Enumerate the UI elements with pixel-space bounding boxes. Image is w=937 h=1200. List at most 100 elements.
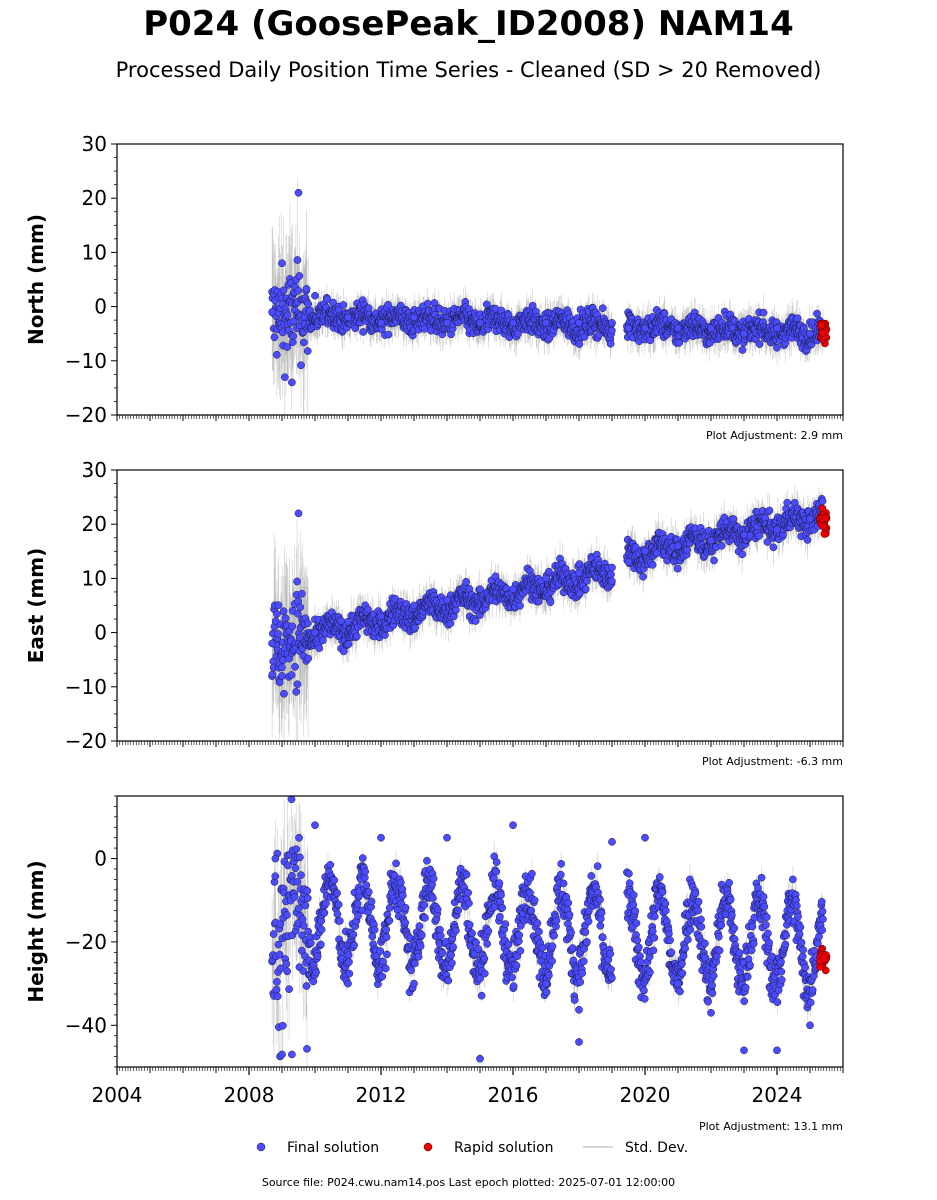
final-point <box>279 607 288 616</box>
final-point <box>624 324 633 333</box>
plot-adjustment: Plot Adjustment: 2.9 mm <box>706 429 843 442</box>
final-point <box>606 339 615 348</box>
final-points <box>268 495 827 698</box>
final-point <box>293 680 302 689</box>
final-point <box>542 319 550 327</box>
rapid-point <box>817 321 826 330</box>
final-point <box>471 617 480 625</box>
final-point <box>268 308 276 316</box>
final-point <box>275 678 284 687</box>
final-point <box>281 614 290 623</box>
final-point <box>323 295 331 304</box>
final-point <box>288 378 296 387</box>
final-point <box>738 346 747 354</box>
final-point <box>364 304 373 313</box>
y-tick-label: 20 <box>82 186 107 210</box>
final-point <box>294 286 303 295</box>
data-layer <box>268 484 831 741</box>
final-point <box>707 324 715 333</box>
final-point <box>293 256 302 264</box>
final-point <box>297 361 305 370</box>
final-point <box>280 689 288 698</box>
final-point <box>268 670 277 679</box>
final-point <box>289 332 297 340</box>
final-point <box>279 286 288 295</box>
final-points <box>268 188 827 387</box>
final-point <box>675 339 684 347</box>
final-point <box>303 619 312 628</box>
final-point <box>364 605 372 614</box>
final-point <box>299 338 308 347</box>
final-point <box>288 622 297 631</box>
final-point <box>287 671 296 679</box>
final-point <box>294 188 303 197</box>
final-point <box>302 285 311 293</box>
final-point <box>304 300 312 308</box>
final-point <box>303 347 312 355</box>
y-tick-label: −20 <box>65 403 107 427</box>
final-point <box>674 324 682 333</box>
final-point <box>462 577 470 586</box>
final-point <box>773 324 781 333</box>
final-point <box>329 298 337 307</box>
final-point <box>359 328 368 336</box>
final-point <box>446 619 455 628</box>
chart-title: P024 (GoosePeak_ID2008) NAM14 <box>143 4 794 44</box>
final-point <box>423 299 432 308</box>
final-point <box>295 272 304 280</box>
final-point <box>641 324 649 333</box>
final-point <box>297 589 306 598</box>
final-point <box>274 601 283 610</box>
final-point <box>344 640 353 648</box>
final-point <box>296 603 305 612</box>
data-layer <box>268 179 831 415</box>
final-point <box>304 654 312 663</box>
final-point <box>759 308 768 317</box>
final-point <box>339 647 348 656</box>
y-tick-label: 10 <box>82 240 107 264</box>
y-tick-label: −10 <box>65 349 107 373</box>
final-point <box>292 687 301 696</box>
y-axis-label: North (mm) <box>24 214 48 345</box>
final-point <box>352 632 361 641</box>
final-point <box>311 291 319 300</box>
final-point <box>575 340 584 348</box>
final-point <box>793 314 802 323</box>
rapid-point <box>818 329 827 337</box>
final-point <box>283 311 292 320</box>
final-point <box>384 330 393 339</box>
final-point <box>509 319 517 327</box>
final-point <box>740 329 748 338</box>
final-point <box>278 259 286 268</box>
final-point <box>280 373 289 381</box>
final-point <box>608 319 616 327</box>
final-point <box>476 319 484 327</box>
final-point <box>289 317 298 326</box>
chart-subtitle: Processed Daily Position Time Series - C… <box>115 58 822 82</box>
final-point <box>773 343 781 352</box>
final-point <box>278 663 286 672</box>
final-point <box>270 333 279 342</box>
final-point <box>315 644 324 653</box>
final-point <box>293 577 301 586</box>
final-point <box>660 309 669 318</box>
final-point <box>291 662 299 671</box>
panel-north: −20 −10 0 10 20 30 North (mm) Plot Adjustment: … <box>24 132 844 442</box>
final-point <box>411 623 419 632</box>
final-point <box>344 313 352 322</box>
final-point <box>755 340 764 348</box>
final-point <box>339 301 348 309</box>
final-point <box>410 313 418 322</box>
final-point <box>283 343 291 351</box>
final-point <box>443 319 451 327</box>
final-point <box>806 329 814 338</box>
plot-frame <box>116 143 844 416</box>
y-tick-label: 30 <box>82 132 107 156</box>
final-point <box>274 630 282 638</box>
final-point <box>608 326 616 335</box>
final-point <box>384 300 392 309</box>
final-point <box>598 304 607 313</box>
final-point <box>575 319 583 327</box>
